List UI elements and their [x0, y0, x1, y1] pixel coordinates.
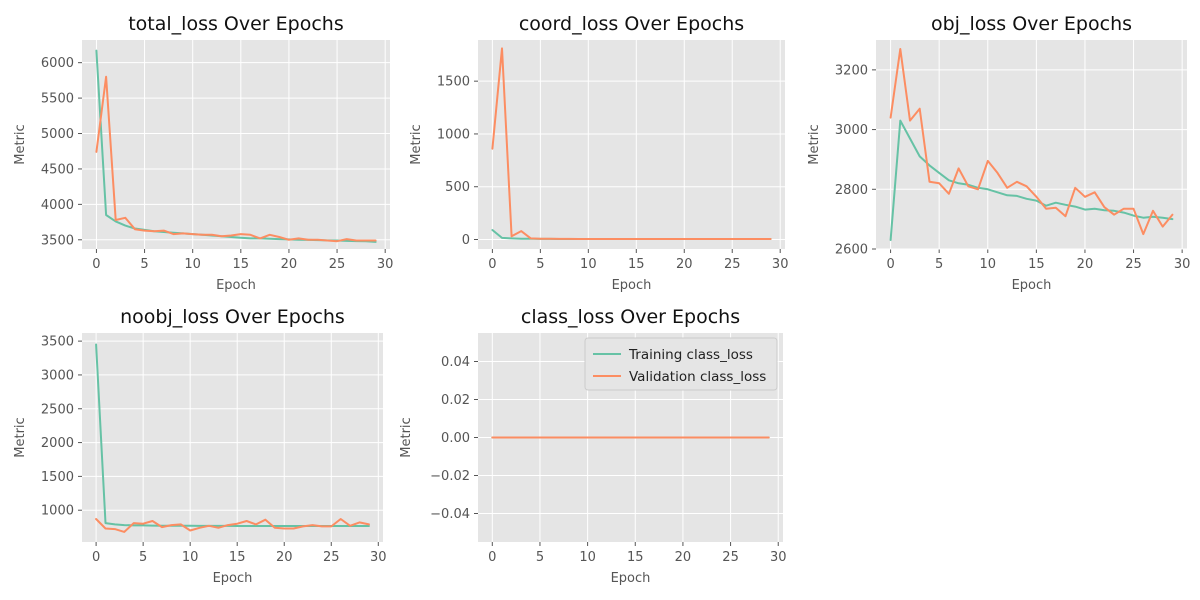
class-loss-x-axis-label: Epoch — [611, 571, 651, 586]
coord-loss-x-tick-label: 25 — [724, 257, 741, 272]
noobj-loss-y-tick-label: 2500 — [41, 402, 74, 417]
coord-loss-x-tick-label: 30 — [772, 257, 789, 272]
total-loss-x-axis-label: Epoch — [216, 278, 256, 293]
class-loss-x-tick-label: 30 — [770, 550, 787, 565]
obj-loss-title: obj_loss Over Epochs — [931, 13, 1132, 35]
total-loss-panel: 0 5 10 15 20 25 30 3500 4000 4500 5000 5500 6000 tota… — [13, 13, 393, 293]
noobj-loss-y-tick-label: 3500 — [41, 335, 74, 350]
class-loss-legend-box — [584, 337, 778, 391]
noobj-loss-y-tick-label: 1000 — [41, 504, 74, 519]
noobj-loss-x-tick-label: 30 — [370, 550, 387, 565]
obj-loss-x-axis-label: Epoch — [1012, 278, 1052, 293]
total-loss-title: total_loss Over Epochs — [128, 13, 344, 35]
obj-loss-x-tick-label: 5 — [935, 257, 943, 272]
class-loss-x-tick-label: 20 — [675, 550, 692, 565]
noobj-loss-title: noobj_loss Over Epochs — [120, 306, 345, 328]
obj-loss-training-line — [889, 119, 1174, 241]
total-loss-x-tick-label: 20 — [281, 257, 298, 272]
obj-loss-x-tick-label: 25 — [1125, 257, 1142, 272]
noobj-loss-x-axis-label: Epoch — [213, 571, 253, 586]
coord-loss-y-tick-label: 1500 — [437, 75, 470, 90]
total-loss-y-tick-label: 5500 — [41, 92, 74, 107]
class-loss-legend-entry: Validation class_loss — [629, 369, 766, 385]
noobj-loss-validation-line — [95, 518, 370, 533]
class-loss-x-tick-label: 0 — [488, 550, 496, 565]
total-loss-x-tick-label: 5 — [140, 257, 148, 272]
noobj-loss-x-tick-label: 10 — [182, 550, 199, 565]
class-loss-y-tick-label: 0.02 — [441, 393, 470, 408]
class-loss-y-axis-label: Metric — [399, 417, 414, 457]
coord-loss-x-tick-label: 0 — [488, 257, 496, 272]
coord-loss-plot-area — [478, 40, 785, 249]
noobj-loss-y-tick-label: 2000 — [41, 436, 74, 451]
total-loss-y-tick-label: 6000 — [41, 56, 74, 71]
class-loss-panel: 0 5 10 15 20 25 30 −0.04 −0.02 0.00 0.02 0.04 class_… — [399, 306, 787, 586]
total-loss-y-tick-label: 3500 — [41, 233, 74, 248]
class-loss-legend-entry: Training class_loss — [628, 347, 753, 363]
class-loss-x-tick-label: 25 — [722, 550, 739, 565]
obj-loss-validation-line — [889, 48, 1174, 236]
obj-loss-y-axis-label: Metric — [807, 124, 822, 164]
total-loss-x-tick-label: 10 — [184, 257, 201, 272]
coord-loss-panel: 0 5 10 15 20 25 30 0 500 1000 1500 coord_loss Over … — [409, 13, 788, 293]
noobj-loss-panel: 0 5 10 15 20 25 30 1000 1500 2000 2500 3000 3500 noob… — [13, 306, 387, 586]
class-loss-y-tick-label: 0.04 — [441, 355, 470, 370]
class-loss-x-tick-label: 15 — [627, 550, 644, 565]
coord-loss-x-tick-label: 10 — [580, 257, 597, 272]
coord-loss-x-tick-label: 15 — [628, 257, 645, 272]
class-loss-y-tick-label: 0.00 — [441, 431, 470, 446]
noobj-loss-plot-area — [82, 333, 383, 542]
obj-loss-x-tick-label: 0 — [886, 257, 894, 272]
noobj-loss-x-tick-label: 15 — [229, 550, 246, 565]
class-loss-x-tick-label: 5 — [536, 550, 544, 565]
noobj-loss-y-axis-label: Metric — [13, 417, 28, 457]
total-loss-y-axis-label: Metric — [13, 124, 28, 164]
obj-loss-y-tick-label: 3200 — [835, 63, 868, 78]
noobj-loss-y-tick-label: 3000 — [41, 368, 74, 383]
total-loss-plot-area — [82, 40, 390, 249]
noobj-loss-x-tick-label: 0 — [92, 550, 100, 565]
obj-loss-x-tick-label: 10 — [979, 257, 996, 272]
coord-loss-x-tick-label: 5 — [536, 257, 544, 272]
total-loss-x-tick-label: 30 — [377, 257, 394, 272]
obj-loss-y-tick-label: 2600 — [835, 243, 868, 258]
noobj-loss-x-tick-label: 20 — [276, 550, 293, 565]
noobj-loss-x-tick-label: 5 — [139, 550, 147, 565]
noobj-loss-y-tick-label: 1500 — [41, 470, 74, 485]
coord-loss-title: coord_loss Over Epochs — [519, 13, 744, 35]
coord-loss-y-tick-label: 500 — [445, 180, 470, 195]
coord-loss-y-axis-label: Metric — [409, 124, 424, 164]
obj-loss-y-tick-label: 2800 — [835, 183, 868, 198]
coord-loss-x-tick-label: 20 — [676, 257, 693, 272]
total-loss-validation-line — [95, 75, 377, 243]
coord-loss-validation-line — [491, 47, 772, 240]
class-loss-y-tick-label: −0.04 — [430, 507, 470, 522]
obj-loss-x-tick-label: 30 — [1174, 257, 1191, 272]
total-loss-x-tick-label: 15 — [233, 257, 250, 272]
obj-loss-x-tick-label: 20 — [1077, 257, 1094, 272]
class-loss-y-tick-label: −0.02 — [430, 469, 470, 484]
total-loss-y-tick-label: 4000 — [41, 198, 74, 213]
class-loss-x-tick-label: 10 — [579, 550, 596, 565]
class-loss-title: class_loss Over Epochs — [521, 306, 740, 328]
obj-loss-panel: 0 5 10 15 20 25 30 2600 2800 3000 3200 obj_loss Ove… — [807, 13, 1190, 293]
noobj-loss-x-tick-label: 25 — [323, 550, 340, 565]
total-loss-y-tick-label: 5000 — [41, 127, 74, 142]
class-loss-legend: Training class_loss Validation class_loss — [584, 337, 778, 391]
total-loss-x-tick-label: 25 — [329, 257, 346, 272]
total-loss-x-tick-label: 0 — [92, 257, 100, 272]
obj-loss-y-tick-label: 3000 — [835, 123, 868, 138]
coord-loss-x-axis-label: Epoch — [612, 278, 652, 293]
obj-loss-x-tick-label: 15 — [1028, 257, 1045, 272]
coord-loss-y-tick-label: 0 — [462, 233, 470, 248]
coord-loss-y-tick-label: 1000 — [437, 127, 470, 142]
total-loss-y-tick-label: 4500 — [41, 162, 74, 177]
